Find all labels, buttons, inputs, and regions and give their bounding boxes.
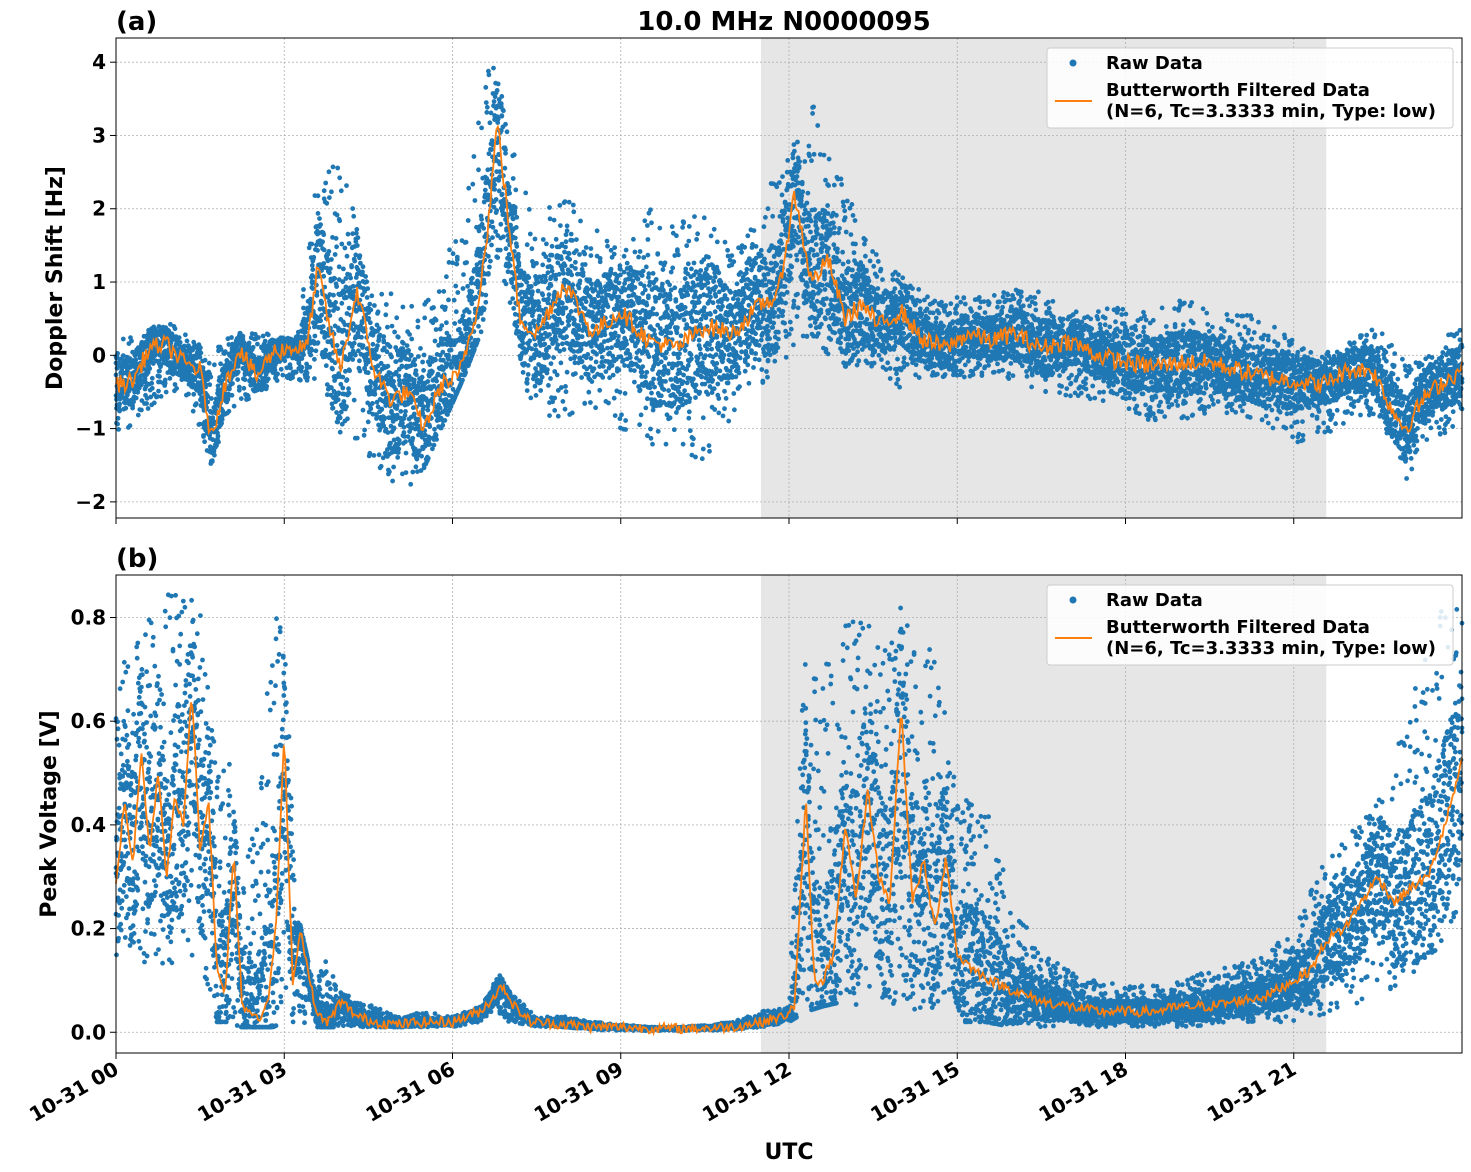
x-tick-label: 10-31 21 xyxy=(1203,1057,1301,1127)
legend-filtered-label-1: Butterworth Filtered Data xyxy=(1106,80,1370,101)
y-tick-label: −1 xyxy=(75,417,106,441)
y-tick-label: 3 xyxy=(92,123,106,147)
y-tick-label: 0 xyxy=(92,343,106,367)
voltage-legend: Raw Data Butterworth Filtered Data (N=6,… xyxy=(1046,584,1454,666)
x-tick-label: 10-31 15 xyxy=(866,1057,964,1127)
y-tick-label: 0.6 xyxy=(71,709,106,733)
doppler-legend: Raw Data Butterworth Filtered Data (N=6,… xyxy=(1046,47,1454,129)
x-tick-label: 10-31 06 xyxy=(361,1057,459,1127)
doppler-panel: −2 −1 0 1 2 3 4 Doppler Shift [Hz] Raw Data Bu… xyxy=(43,37,1465,524)
legend-filtered-label-1: Butterworth Filtered Data xyxy=(1106,617,1370,638)
y-tick-label: 0.0 xyxy=(71,1020,106,1044)
y-tick-label: 0.4 xyxy=(71,813,106,837)
legend-raw-label: Raw Data xyxy=(1106,53,1203,74)
y-tick-label: 1 xyxy=(92,270,106,294)
x-tick-label: 10-31 09 xyxy=(530,1057,628,1127)
chart-title: 10.0 MHz N0000095 xyxy=(637,7,930,37)
y-tick-label: 0.2 xyxy=(71,917,106,941)
panel-label-a: (a) xyxy=(116,7,157,37)
y-tick-label: −2 xyxy=(75,490,106,514)
x-tick-label: 10-31 18 xyxy=(1034,1057,1132,1127)
y-tick-label: 0.8 xyxy=(71,606,106,630)
filtered-data-line xyxy=(115,124,1463,436)
x-tick-label: 10-31 00 xyxy=(25,1057,123,1127)
filtered-data-line xyxy=(115,702,1463,1037)
voltage-ylabel: Peak Voltage [V] xyxy=(37,710,62,918)
legend-raw-marker xyxy=(1069,59,1077,67)
legend-filtered-label-2: (N=6, Tc=3.3333 min, Type: low) xyxy=(1106,101,1436,122)
doppler-ylabel: Doppler Shift [Hz] xyxy=(43,166,68,390)
y-tick-label: 2 xyxy=(92,197,106,221)
panel-label-b: (b) xyxy=(116,544,158,574)
legend-raw-label: Raw Data xyxy=(1106,590,1203,611)
x-tick-label: 10-31 03 xyxy=(193,1057,291,1127)
voltage-panel: 0.0 0.2 0.4 0.6 0.8 10-31 00 10-31 03 10-31 06… xyxy=(25,574,1465,1127)
x-tick-label: 10-31 12 xyxy=(698,1057,796,1127)
legend-raw-marker xyxy=(1069,596,1077,604)
legend-filtered-label-2: (N=6, Tc=3.3333 min, Type: low) xyxy=(1106,638,1436,659)
y-tick-label: 4 xyxy=(92,50,106,74)
x-axis-label: UTC xyxy=(764,1140,813,1165)
